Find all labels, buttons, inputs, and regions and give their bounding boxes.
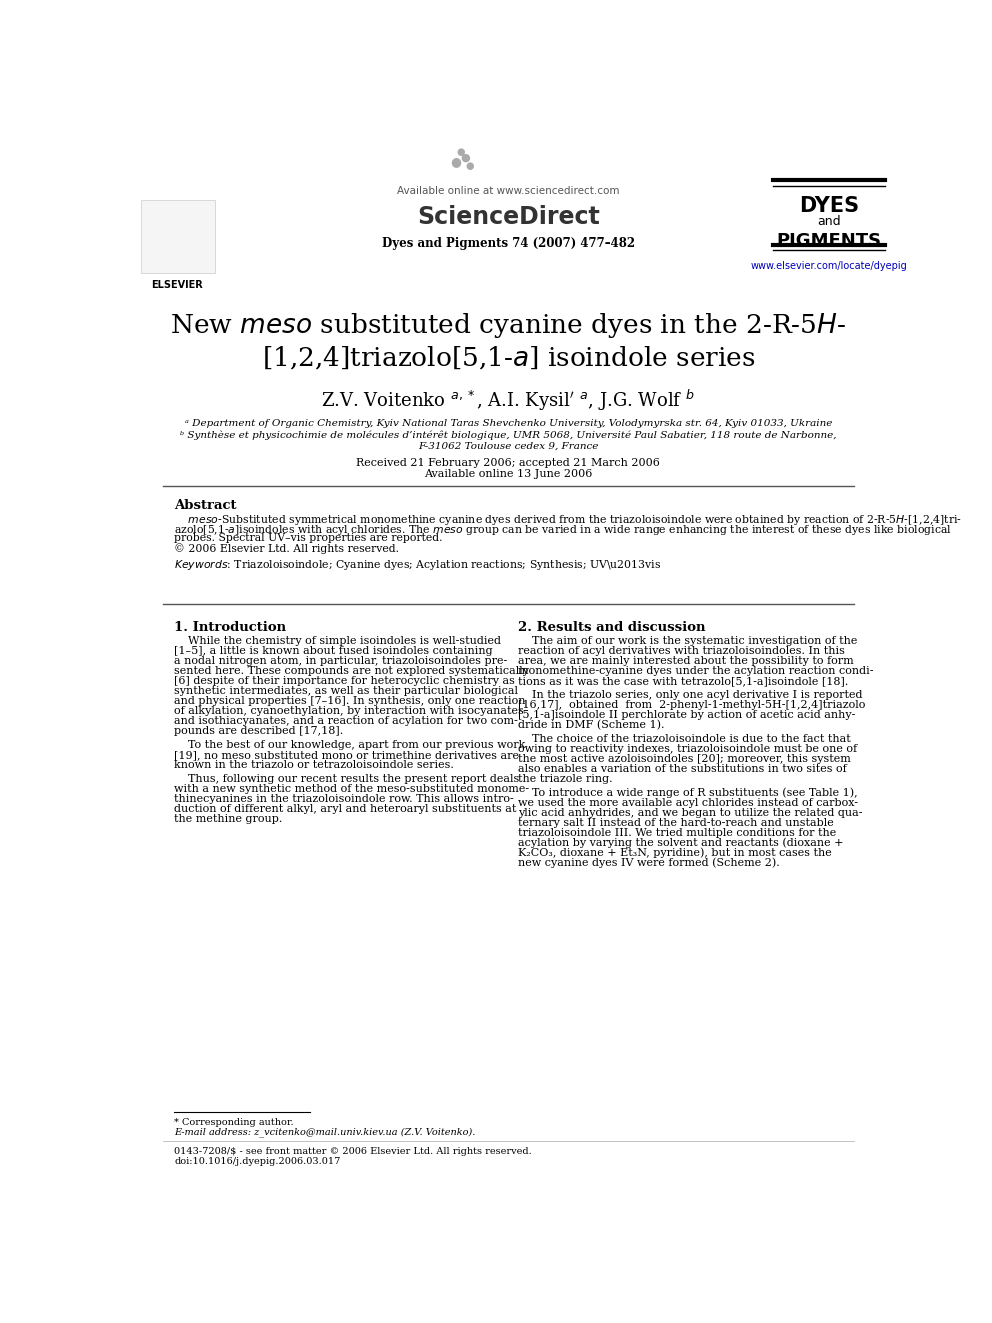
Text: Thus, following our recent results the present report deals: Thus, following our recent results the p… bbox=[175, 774, 520, 785]
Text: of alkylation, cyanoethylation, by interaction with isocyanates: of alkylation, cyanoethylation, by inter… bbox=[175, 706, 524, 716]
Text: To the best of our knowledge, apart from our previous work: To the best of our knowledge, apart from… bbox=[175, 740, 526, 750]
Text: In the triazolo series, only one acyl derivative I is reported: In the triazolo series, only one acyl de… bbox=[518, 691, 862, 700]
Text: ternary salt II instead of the hard-to-reach and unstable: ternary salt II instead of the hard-to-r… bbox=[518, 818, 833, 828]
Text: duction of different alkyl, aryl and heteroaryl substituents at: duction of different alkyl, aryl and het… bbox=[175, 804, 517, 814]
Text: the methine group.: the methine group. bbox=[175, 814, 283, 824]
Text: ●: ● bbox=[450, 155, 461, 168]
Text: new cyanine dyes IV were formed (Scheme 2).: new cyanine dyes IV were formed (Scheme … bbox=[518, 857, 780, 868]
Text: Z.V. Voitenko $^{a,*}$, A.I. Kysil$'$ $^{a}$, J.G. Wolf $^{b}$: Z.V. Voitenko $^{a,*}$, A.I. Kysil$'$ $^… bbox=[321, 388, 695, 413]
Text: $\mathit{meso}$-Substituted symmetrical monomethine cyanine dyes derived from th: $\mathit{meso}$-Substituted symmetrical … bbox=[175, 513, 962, 527]
Text: 2. Results and discussion: 2. Results and discussion bbox=[518, 620, 705, 634]
Text: triazoloisoindole III. We tried multiple conditions for the: triazoloisoindole III. We tried multiple… bbox=[518, 828, 836, 837]
Text: the most active azoloisoindoles [20]; moreover, this system: the most active azoloisoindoles [20]; mo… bbox=[518, 754, 850, 763]
Text: synthetic intermediates, as well as their particular biological: synthetic intermediates, as well as thei… bbox=[175, 687, 519, 696]
Text: ylic acid anhydrides, and we began to utilize the related qua-: ylic acid anhydrides, and we began to ut… bbox=[518, 808, 862, 818]
Text: and isothiacyanates, and a reaction of acylation for two com-: and isothiacyanates, and a reaction of a… bbox=[175, 716, 518, 726]
Text: [5,1-a]isoindole II perchlorate by action of acetic acid anhy-: [5,1-a]isoindole II perchlorate by actio… bbox=[518, 710, 855, 720]
Text: ᵃ Department of Organic Chemistry, Kyiv National Taras Shevchenko University, Vo: ᵃ Department of Organic Chemistry, Kyiv … bbox=[185, 419, 832, 429]
Text: Received 21 February 2006; accepted 21 March 2006: Received 21 February 2006; accepted 21 M… bbox=[356, 458, 661, 467]
Text: www.elsevier.com/locate/dyepig: www.elsevier.com/locate/dyepig bbox=[751, 261, 908, 271]
Text: ᵇ Synthèse et physicochimie de molécules d’intérêt biologique, UMR 5068, Univers: ᵇ Synthèse et physicochimie de molécules… bbox=[181, 430, 836, 441]
Text: sented here. These compounds are not explored systematically: sented here. These compounds are not exp… bbox=[175, 667, 530, 676]
Text: area, we are mainly interested about the possibility to form: area, we are mainly interested about the… bbox=[518, 656, 853, 667]
Text: we used the more available acyl chlorides instead of carbox-: we used the more available acyl chloride… bbox=[518, 798, 858, 808]
Text: with a new synthetic method of the meso-substituted monome-: with a new synthetic method of the meso-… bbox=[175, 785, 530, 794]
Text: Abstract: Abstract bbox=[175, 499, 237, 512]
Text: Available online at www.sciencedirect.com: Available online at www.sciencedirect.co… bbox=[397, 185, 620, 196]
Text: ScienceDirect: ScienceDirect bbox=[417, 205, 600, 229]
Text: 1. Introduction: 1. Introduction bbox=[175, 620, 287, 634]
Text: [6] despite of their importance for heterocyclic chemistry as: [6] despite of their importance for hete… bbox=[175, 676, 515, 687]
Text: and: and bbox=[817, 214, 841, 228]
Text: [19], no meso substituted mono or trimethine derivatives are: [19], no meso substituted mono or trimet… bbox=[175, 750, 520, 761]
Text: K₂CO₃, dioxane + Et₃N, pyridine), but in most cases the: K₂CO₃, dioxane + Et₃N, pyridine), but in… bbox=[518, 848, 831, 859]
Text: © 2006 Elsevier Ltd. All rights reserved.: © 2006 Elsevier Ltd. All rights reserved… bbox=[175, 542, 400, 554]
Text: ●: ● bbox=[460, 153, 470, 163]
Text: doi:10.1016/j.dyepig.2006.03.017: doi:10.1016/j.dyepig.2006.03.017 bbox=[175, 1156, 340, 1166]
Text: reaction of acyl derivatives with triazoloisoindoles. In this: reaction of acyl derivatives with triazo… bbox=[518, 646, 844, 656]
Text: While the chemistry of simple isoindoles is well-studied: While the chemistry of simple isoindoles… bbox=[175, 636, 501, 646]
Text: New $\mathit{meso}$ substituted cyanine dyes in the 2-R-5$\mathit{H}$-: New $\mathit{meso}$ substituted cyanine … bbox=[171, 311, 846, 340]
Text: E-mail address: z_vcitenko@mail.univ.kiev.ua (Z.V. Voitenko).: E-mail address: z_vcitenko@mail.univ.kie… bbox=[175, 1127, 476, 1138]
Text: [1,2,4]triazolo[5,1-$\mathit{a}$] isoindole series: [1,2,4]triazolo[5,1-$\mathit{a}$] isoind… bbox=[262, 344, 755, 370]
Text: probes. Spectral UV–vis properties are reported.: probes. Spectral UV–vis properties are r… bbox=[175, 533, 442, 542]
Text: F-31062 Toulouse cedex 9, France: F-31062 Toulouse cedex 9, France bbox=[419, 442, 598, 450]
Text: monomethine­cyanine dyes under the acylation reaction condi-: monomethine­cyanine dyes under the acyla… bbox=[518, 667, 873, 676]
Text: Available online 13 June 2006: Available online 13 June 2006 bbox=[425, 470, 592, 479]
Text: also enables a variation of the substitutions in two sites of: also enables a variation of the substitu… bbox=[518, 763, 846, 774]
Text: The aim of our work is the systematic investigation of the: The aim of our work is the systematic in… bbox=[518, 636, 857, 646]
Text: and physical properties [7–16]. In synthesis, only one reaction: and physical properties [7–16]. In synth… bbox=[175, 696, 526, 706]
Text: 0143-7208/$ - see front matter © 2006 Elsevier Ltd. All rights reserved.: 0143-7208/$ - see front matter © 2006 El… bbox=[175, 1147, 532, 1156]
Text: To introduce a wide range of R substituents (see Table 1),: To introduce a wide range of R substitue… bbox=[518, 789, 857, 798]
Text: acylation by varying the solvent and reactants (dioxane +: acylation by varying the solvent and rea… bbox=[518, 837, 843, 848]
Text: owing to reactivity indexes, triazoloisoindole must be one of: owing to reactivity indexes, triazoloiso… bbox=[518, 744, 857, 754]
Text: ●: ● bbox=[465, 160, 474, 171]
Text: The choice of the triazoloisoindole is due to the fact that: The choice of the triazoloisoindole is d… bbox=[518, 734, 850, 744]
Text: dride in DMF (Scheme 1).: dride in DMF (Scheme 1). bbox=[518, 720, 665, 730]
Text: [1–5], a little is known about fused isoindoles containing: [1–5], a little is known about fused iso… bbox=[175, 646, 493, 656]
Text: ●: ● bbox=[457, 147, 465, 157]
Text: known in the triazolo or tetrazoloisoindole series.: known in the triazolo or tetrazoloisoind… bbox=[175, 761, 454, 770]
Text: Dyes and Pigments 74 (2007) 477–482: Dyes and Pigments 74 (2007) 477–482 bbox=[382, 237, 635, 250]
Text: ELSEVIER: ELSEVIER bbox=[152, 280, 203, 291]
Text: azolo[5,1-$\mathit{a}$]isoindoles with acyl chlorides. The $\mathit{meso}$ group: azolo[5,1-$\mathit{a}$]isoindoles with a… bbox=[175, 523, 952, 537]
Text: a nodal nitrogen atom, in particular, triazoloisoindoles pre-: a nodal nitrogen atom, in particular, tr… bbox=[175, 656, 508, 667]
Bar bbox=[141, 200, 214, 273]
Text: pounds are described [17,18].: pounds are described [17,18]. bbox=[175, 726, 343, 737]
Text: thinecyanines in the triazoloisoindole row. This allows intro-: thinecyanines in the triazoloisoindole r… bbox=[175, 794, 514, 804]
Text: PIGMENTS: PIGMENTS bbox=[777, 232, 882, 250]
Text: [16,17],  obtained  from  2-phenyl-1-methyl-5H-[1,2,4]triazolo: [16,17], obtained from 2-phenyl-1-methyl… bbox=[518, 700, 865, 710]
Text: the triazole ring.: the triazole ring. bbox=[518, 774, 612, 785]
Text: $\mathit{Keywords}$: Triazoloisoindole; Cyanine dyes; Acylation reactions; Synth: $\mathit{Keywords}$: Triazoloisoindole; … bbox=[175, 557, 662, 572]
Text: * Corresponding author.: * Corresponding author. bbox=[175, 1118, 294, 1127]
Text: tions as it was the case with tetrazolo[5,1-a]isoindole [18].: tions as it was the case with tetrazolo[… bbox=[518, 676, 848, 687]
Text: DYES: DYES bbox=[800, 196, 859, 216]
